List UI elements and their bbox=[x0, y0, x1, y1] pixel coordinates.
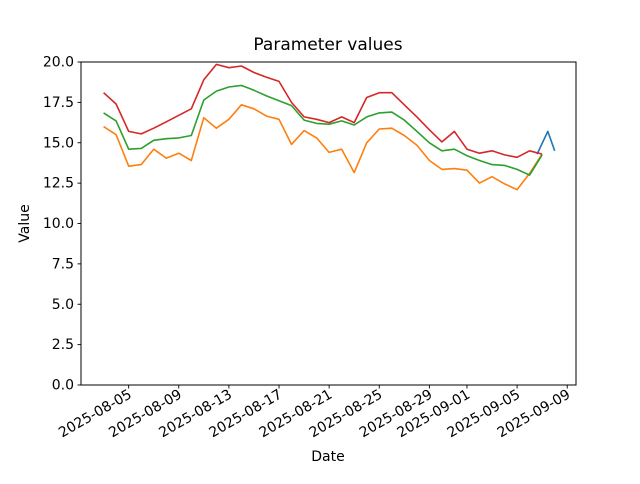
y-axis-label: Value bbox=[17, 204, 33, 242]
blue-line bbox=[536, 130, 556, 155]
y-tick-label: 15.0 bbox=[43, 135, 74, 151]
y-tick-label: 5.0 bbox=[52, 297, 74, 313]
y-tick-label: 20.0 bbox=[43, 55, 74, 71]
x-axis-label: Date bbox=[311, 449, 344, 465]
green-line bbox=[103, 84, 543, 176]
y-tick-label: 10.0 bbox=[43, 216, 74, 232]
y-tick-label: 17.5 bbox=[43, 95, 74, 111]
chart-title: Parameter values bbox=[253, 35, 402, 55]
y-tick-label: 2.5 bbox=[52, 337, 74, 353]
plot-area: 0.02.55.07.510.012.515.017.520.02025-08-… bbox=[43, 55, 577, 441]
y-tick-label: 12.5 bbox=[43, 176, 74, 192]
orange-line bbox=[103, 104, 543, 191]
axes-spines bbox=[80, 61, 577, 386]
red-line bbox=[103, 63, 543, 159]
y-tick-label: 7.5 bbox=[52, 256, 74, 272]
y-tick-label: 0.0 bbox=[52, 378, 74, 394]
